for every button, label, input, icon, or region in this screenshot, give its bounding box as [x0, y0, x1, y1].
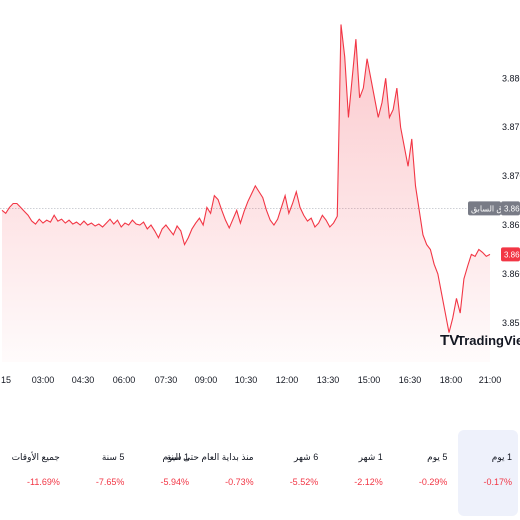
x-axis: 15 03:00 04:30 06:00 07:30 09:00 10:30 12:00 13:… — [1, 375, 501, 385]
period-tab[interactable]: 6 شهر -5.52% — [264, 430, 324, 516]
period-change: -0.17% — [483, 477, 512, 487]
period-tab[interactable]: منذ بداية العام حتى اليوم -0.73% — [162, 430, 260, 516]
tradingview-logo-text: TradingView — [457, 333, 520, 348]
period-change: -0.73% — [225, 477, 254, 487]
y-tick-label: 3.8550 — [502, 318, 520, 328]
x-tick-label: 04:30 — [72, 375, 95, 385]
price-area — [2, 24, 490, 363]
x-tick-label: 21:00 — [479, 375, 502, 385]
period-label: جميع الأوقات — [11, 452, 60, 462]
period-change: -11.69% — [26, 477, 60, 487]
x-tick-label: 13:30 — [317, 375, 340, 385]
period-change: -2.12% — [354, 477, 383, 487]
x-tick-label: 12:00 — [276, 375, 299, 385]
x-tick-label: 18:00 — [440, 375, 463, 385]
previous-close-value: 3.8667 — [501, 201, 520, 216]
y-tick-label: 3.8650 — [502, 220, 520, 230]
y-tick-label: 3.8700 — [502, 171, 520, 181]
period-change: -5.52% — [289, 477, 319, 487]
x-tick-label: 16:30 — [399, 375, 422, 385]
period-label: 1 يوم — [491, 452, 512, 462]
x-tick-label: 10:30 — [235, 375, 258, 385]
period-label: 5 يوم — [427, 452, 448, 462]
price-line — [1, 24, 491, 333]
period-label: 5 سنة — [101, 452, 125, 462]
period-label: منذ بداية العام حتى اليوم — [162, 452, 254, 462]
period-change: -0.29% — [418, 477, 448, 487]
period-label: 6 شهر — [294, 452, 319, 462]
tradingview-watermark: TV TradingView — [440, 332, 520, 349]
y-axis: 3.8800 3.8750 3.8700 3.8650 3.8600 3.8550 — [502, 73, 520, 328]
tradingview-logo-icon: TV — [440, 332, 459, 349]
x-tick-label: 07:30 — [155, 375, 178, 385]
period-tab[interactable]: 1 سنة -5.94% — [135, 430, 195, 516]
svg-text:الإغلاق السابق: الإغلاق السابق — [471, 204, 518, 213]
svg-text:3.8620: 3.8620 — [504, 250, 520, 259]
x-tick-label: 15 — [1, 375, 11, 385]
period-change: -5.94% — [160, 477, 190, 487]
period-tab[interactable]: 1 يوم -0.17% — [458, 430, 518, 516]
previous-close-label: الإغلاق السابق — [468, 201, 518, 216]
last-price-value: 3.8620 — [501, 247, 520, 262]
x-tick-label: 09:00 — [195, 375, 218, 385]
period-selector: 1 يوم -0.17% 5 يوم -0.29% 1 شهر -2.12% 6 شهر -5… — [0, 430, 520, 520]
y-tick-label: 3.8600 — [502, 269, 520, 279]
x-tick-label: 06:00 — [113, 375, 136, 385]
price-chart[interactable]: 3.8800 3.8750 3.8700 3.8650 3.8600 3.8550 15 0… — [0, 0, 520, 390]
svg-text:3.8667: 3.8667 — [504, 204, 520, 213]
period-tab[interactable]: 5 يوم -0.29% — [393, 430, 453, 516]
period-change: -7.65% — [95, 477, 125, 487]
period-tab[interactable]: 1 شهر -2.12% — [329, 430, 389, 516]
period-label: 1 سنة — [166, 452, 190, 462]
period-tab[interactable]: 5 سنة -7.65% — [70, 430, 130, 516]
x-tick-label: 15:00 — [358, 375, 381, 385]
x-tick-label: 03:00 — [32, 375, 55, 385]
period-tab[interactable]: جميع الأوقات -11.69% — [6, 430, 66, 516]
period-label: 1 شهر — [358, 452, 383, 462]
y-tick-label: 3.8750 — [502, 122, 520, 132]
y-tick-label: 3.8800 — [502, 73, 520, 83]
